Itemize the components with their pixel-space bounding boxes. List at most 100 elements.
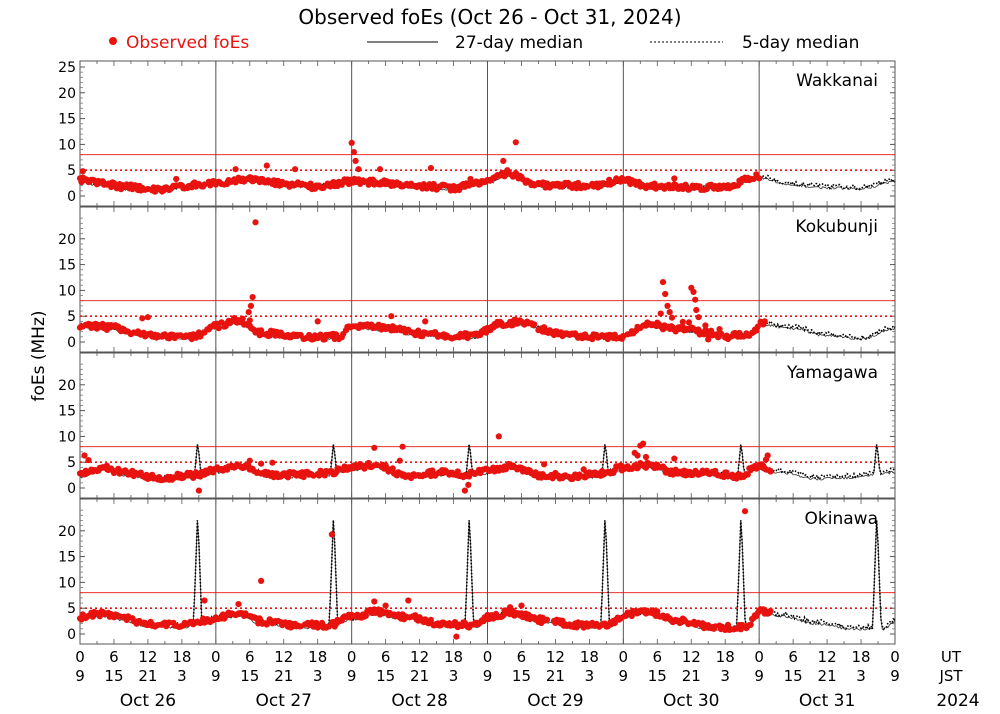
jst-tick-label: 3 <box>856 667 866 685</box>
observed-point <box>754 323 761 330</box>
jst-tick-label: 15 <box>784 667 803 685</box>
jst-tick-label: 9 <box>211 667 221 685</box>
observed-point-outlier <box>247 302 254 309</box>
observed-point-outlier <box>371 598 378 605</box>
observed-point-outlier <box>195 487 202 494</box>
y-tick-label: 10 <box>58 283 76 299</box>
observed-point-outlier <box>382 602 389 609</box>
day-label: Oct 26 <box>120 691 176 711</box>
day-label: Oct 31 <box>799 691 855 711</box>
observed-point-outlier <box>659 279 667 286</box>
observed-point-outlier <box>371 444 378 451</box>
y-tick-label: 20 <box>58 86 76 102</box>
panel-okinawa: 0 5 10 15 20 Okinawa <box>58 498 896 645</box>
y-tick-label: 15 <box>58 550 76 566</box>
observed-point-outlier <box>258 460 265 467</box>
y-tick-label: 5 <box>67 309 76 325</box>
ut-tick-label: 0 <box>211 648 221 666</box>
observed-point-outlier <box>246 457 253 464</box>
legend-median5-label: 5-day median <box>742 33 859 53</box>
y-axis-label: foEs (MHz) <box>29 310 49 401</box>
y-tick-label: 5 <box>67 455 76 471</box>
jst-tick-label: 21 <box>546 667 565 685</box>
observed-point <box>284 474 292 481</box>
observed-point <box>266 332 273 339</box>
observed-point-outlier <box>235 601 242 608</box>
observed-point-outlier <box>376 166 384 173</box>
jst-tick-label: 9 <box>75 667 85 685</box>
day-label: Oct 29 <box>527 691 583 711</box>
observed-point-outlier <box>81 452 88 459</box>
jst-tick-label: 9 <box>483 667 493 685</box>
observed-point-outlier <box>654 461 661 468</box>
observed-point-outlier <box>666 309 673 316</box>
y-tick-label: 10 <box>58 137 76 153</box>
ut-tick-label: 6 <box>245 648 255 666</box>
observed-point-outlier <box>314 318 321 325</box>
y-tick-label: 10 <box>58 429 76 445</box>
observed-point-outlier <box>657 310 664 317</box>
jst-tick-label: 3 <box>449 667 459 685</box>
ut-label: UT <box>941 648 962 666</box>
observed-point-outlier <box>246 317 253 324</box>
ut-tick-label: 6 <box>381 648 391 666</box>
ut-tick-label: 18 <box>172 648 191 666</box>
ut-tick-label: 18 <box>851 648 870 666</box>
observed-point-outlier <box>671 175 678 182</box>
observed-point-outlier <box>355 166 362 173</box>
observed-point-outlier <box>668 314 676 321</box>
y-tick-label: 25 <box>58 60 76 76</box>
ut-tick-label: 6 <box>517 648 527 666</box>
observed-point-outlier <box>232 166 239 173</box>
jst-tick-label: 21 <box>818 667 837 685</box>
observed-point <box>744 471 751 478</box>
jst-tick-label: 9 <box>619 667 629 685</box>
jst-tick-label: 21 <box>410 667 429 685</box>
y-tick-label: 20 <box>58 524 76 540</box>
observed-points <box>76 219 768 343</box>
y-tick-label: 0 <box>67 627 76 643</box>
observed-point-outlier <box>79 168 86 175</box>
observed-point-outlier <box>671 455 678 462</box>
y-tick-label: 5 <box>67 601 76 617</box>
observed-point-outlier <box>690 288 697 295</box>
observed-point <box>187 469 194 476</box>
ut-tick-label: 6 <box>109 648 119 666</box>
observed-point-outlier <box>453 633 460 640</box>
ut-tick-label: 0 <box>483 648 493 666</box>
observed-point-outlier <box>504 167 511 174</box>
y-tick-label: 10 <box>58 575 76 591</box>
jst-tick-label: 15 <box>240 667 259 685</box>
observed-point-outlier <box>716 326 723 333</box>
observed-point <box>531 321 538 328</box>
y-tick-label: 15 <box>58 258 76 274</box>
day-label: Oct 28 <box>391 691 447 711</box>
observed-point-outlier <box>695 314 702 321</box>
observed-point <box>761 318 768 325</box>
observed-point-outlier <box>144 314 151 321</box>
observed-point <box>756 175 763 182</box>
ut-tick-label: 12 <box>138 648 157 666</box>
panel-wakkanai: 0 5 10 15 20 25 Wakkanai <box>58 60 896 207</box>
legend-observed-label: Observed foEs <box>126 33 249 53</box>
station-name: Kokubunji <box>795 217 878 237</box>
observed-point-outlier <box>422 318 429 325</box>
observed-point-outlier <box>249 294 256 301</box>
ut-tick-label: 18 <box>716 648 735 666</box>
observed-point-outlier <box>245 309 252 316</box>
jst-tick-label: 3 <box>720 667 730 685</box>
jst-tick-label: 15 <box>512 667 531 685</box>
panel-kokubunji: 0 5 10 15 20 Kokubunji <box>58 206 896 353</box>
jst-tick-label: 15 <box>376 667 395 685</box>
observed-point-outlier <box>692 296 699 303</box>
observed-point-outlier <box>461 487 468 494</box>
observed-point-outlier <box>252 219 259 226</box>
y-tick-label: 5 <box>67 163 76 179</box>
observed-point-outlier <box>662 290 669 298</box>
observed-point-outlier <box>487 177 494 184</box>
jst-tick-label: 9 <box>890 667 900 685</box>
observed-point <box>385 468 392 475</box>
ut-tick-label: 18 <box>308 648 327 666</box>
ut-tick-label: 12 <box>818 648 837 666</box>
observed-point <box>215 325 222 332</box>
